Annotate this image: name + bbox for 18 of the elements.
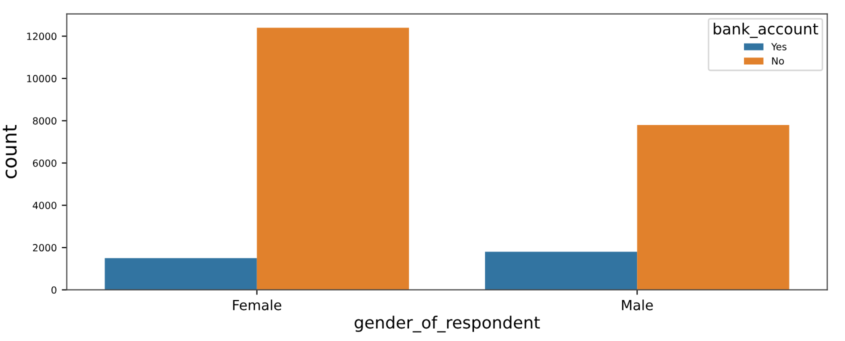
bar — [256, 28, 409, 290]
bar — [485, 252, 638, 290]
y-tick-label: 8000 — [32, 117, 56, 125]
x-axis-title: gender_of_respondent — [354, 316, 540, 332]
y-tick-label: 10000 — [27, 74, 56, 82]
legend-label: Yes — [771, 43, 786, 50]
legend-title: bank_account — [714, 22, 818, 38]
x-tick-label: Male — [622, 300, 653, 310]
y-tick-label: 4000 — [32, 202, 56, 210]
y-tick-label: 0 — [51, 286, 56, 294]
y-tick-label: 6000 — [32, 159, 56, 167]
y-tick-label: 12000 — [27, 32, 56, 40]
y-axis-title: count — [2, 124, 17, 178]
bar — [104, 258, 257, 290]
legend-label: No — [772, 57, 784, 65]
bar — [637, 124, 790, 290]
x-tick-label: Female — [233, 300, 282, 310]
y-tick-label: 2000 — [33, 244, 56, 252]
